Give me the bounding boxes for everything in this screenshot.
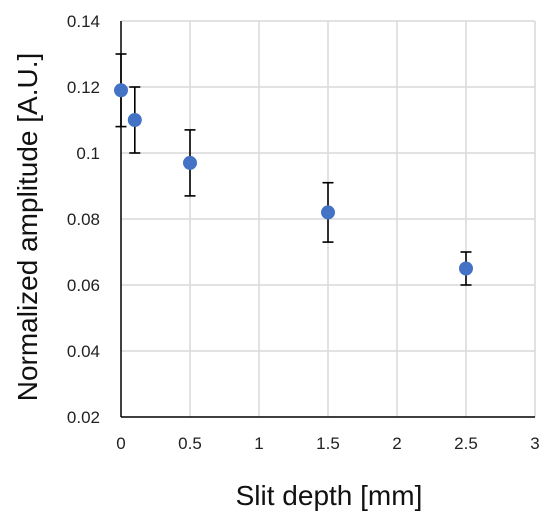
data-point [459, 261, 473, 276]
y-tick-labels: 0.02 0.04 0.06 0.08 0.1 0.12 0.14 [67, 12, 100, 427]
x-tick-labels: 0 0.5 1 1.5 2 2.5 3 [116, 434, 539, 453]
y-tick-label: 0.12 [67, 78, 100, 97]
y-axis-title: Normalized amplitude [A.U.] [12, 53, 43, 402]
data-points [114, 83, 473, 276]
x-axis-title: Slit depth [mm] [236, 480, 423, 511]
y-tick-label: 0.06 [67, 276, 100, 295]
data-point [127, 113, 142, 127]
data-point [183, 155, 197, 170]
y-tick-label: 0.14 [67, 12, 100, 31]
x-tick-label: 0 [116, 434, 125, 453]
data-point [321, 205, 335, 220]
y-tick-label: 0.04 [67, 342, 100, 361]
data-point [114, 83, 128, 98]
x-tick-label: 2.5 [454, 434, 478, 453]
y-tick-label: 0.1 [76, 144, 100, 163]
x-tick-label: 2 [392, 434, 401, 453]
error-bars [115, 53, 472, 286]
x-tick-label: 0.5 [178, 434, 202, 453]
x-tick-label: 1 [254, 434, 263, 453]
x-tick-label: 3 [530, 434, 539, 453]
y-tick-label: 0.02 [67, 408, 100, 427]
x-tick-label: 1.5 [316, 434, 340, 453]
y-tick-label: 0.08 [67, 210, 100, 229]
